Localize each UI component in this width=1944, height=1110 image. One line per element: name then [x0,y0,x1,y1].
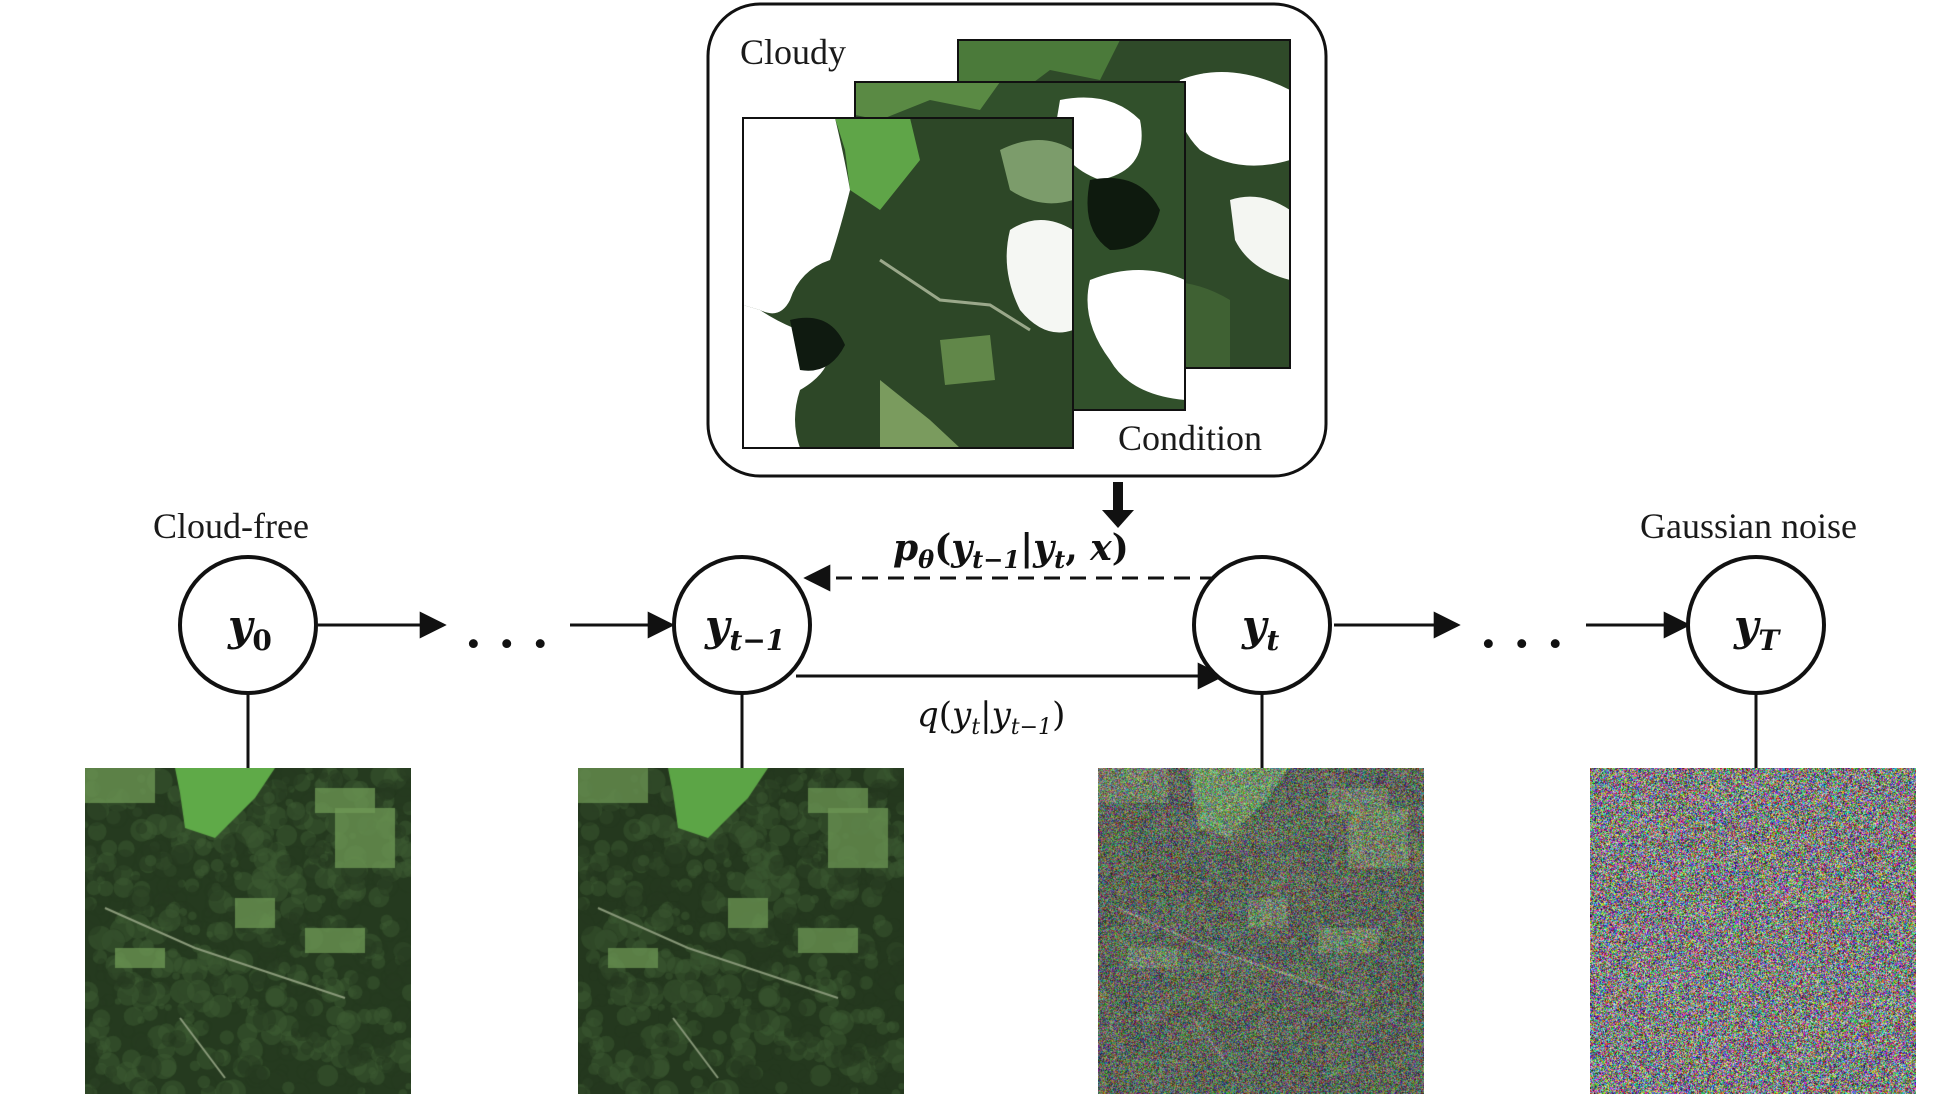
step-t-minus-1-image [578,768,904,1094]
node-yt-minus-1: yt−1 [672,555,812,695]
cloudy-label: Cloudy [740,32,846,72]
node-yt: yt [1192,555,1332,695]
ellipsis-right: · · · [1480,616,1564,672]
svg-text:yt−1: yt−1 [704,601,785,657]
step-t-image [1098,768,1424,1094]
svg-text:y0: y0 [227,601,272,657]
ellipsis-left: · · · [465,616,549,672]
forward-process-formula: q(yt|yt−1) [917,695,1065,740]
gaussian-noise-image [1590,768,1916,1094]
gaussian-noise-label: Gaussian noise [1640,506,1857,546]
svg-text:yT: yT [1733,601,1781,657]
cloudy-image-front [743,118,1073,448]
cloud-free-label: Cloud-free [153,506,309,546]
bottom-images [85,768,1916,1094]
condition-label: Condition [1118,418,1262,458]
condition-arrow [1102,482,1134,528]
node-y0: y0 [178,555,318,695]
reverse-process-formula: pθ(yt−1|yt, x) [893,527,1129,574]
cloud-free-image [85,768,411,1094]
svg-text:yt: yt [1241,601,1279,657]
node-yT: yT [1686,555,1826,695]
condition-panel: Cloudy Condition [706,2,1328,478]
